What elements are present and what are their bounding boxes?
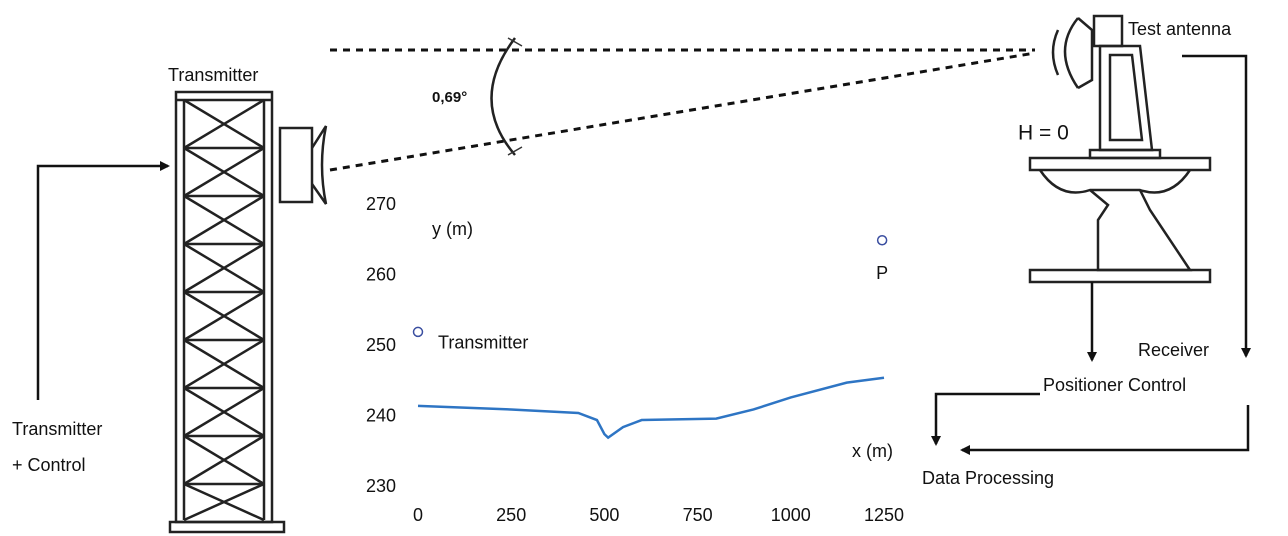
beam-line [329, 51, 1036, 172]
x-tick-label: 1000 [771, 505, 811, 525]
test-antenna [1028, 14, 1212, 284]
label: H = 0 [1018, 122, 1069, 145]
angle-ticks [507, 37, 523, 156]
label: Positioner Control [1043, 375, 1186, 395]
arrow [1182, 54, 1251, 358]
label: + Control [12, 455, 86, 475]
label: Receiver [1138, 340, 1209, 360]
arrow [960, 405, 1250, 455]
y-tick-label: 260 [366, 264, 396, 284]
terrain-line [417, 376, 885, 440]
x-tick-label: 500 [589, 505, 619, 525]
x-tick-label: 250 [496, 505, 526, 525]
point [412, 326, 424, 338]
arrow [931, 392, 1040, 446]
label: Transmitter [12, 419, 102, 439]
point-label: Transmitter [438, 333, 528, 353]
y-tick-label: 270 [366, 194, 396, 214]
y-tick-label: 230 [366, 476, 396, 496]
point [876, 235, 888, 246]
arrow [36, 161, 170, 400]
y-tick-label: 240 [366, 405, 396, 425]
x-tick-label: 1250 [864, 505, 904, 525]
point-label: P [876, 263, 888, 283]
angle-arc [490, 37, 516, 156]
transmit-horn [278, 125, 328, 205]
x-tick-label: 750 [683, 505, 713, 525]
y-axis-label: y (m) [432, 219, 473, 239]
label: Transmitter [168, 65, 258, 85]
tower [168, 90, 286, 534]
angle-label: 0,69° [432, 89, 467, 106]
y-tick-label: 250 [366, 335, 396, 355]
label: Data Processing [922, 468, 1054, 488]
x-axis-label: x (m) [852, 441, 893, 461]
label: Test antenna [1128, 19, 1232, 39]
x-tick-label: 0 [413, 505, 423, 525]
